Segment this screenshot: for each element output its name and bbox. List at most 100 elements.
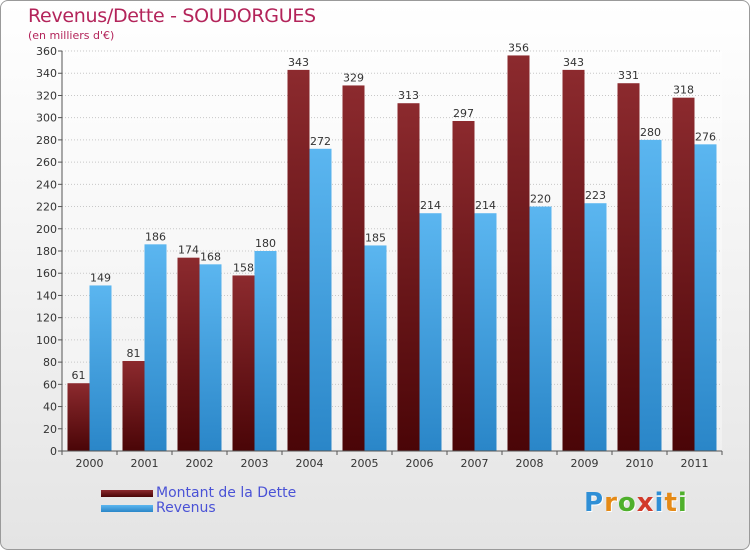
- data-label: 318: [673, 84, 694, 97]
- bar-dette: [672, 97, 695, 452]
- bars: [67, 55, 717, 452]
- y-tick-label: 340: [36, 67, 57, 80]
- logo-letter: i: [677, 488, 688, 518]
- x-tick-label: 2006: [406, 457, 434, 470]
- bar-revenus: [309, 148, 332, 451]
- x-tick-label: 2001: [131, 457, 159, 470]
- data-label: 313: [398, 89, 419, 102]
- proxiti-logo: Proxiti: [584, 488, 688, 518]
- x-tick-label: 2004: [296, 457, 324, 470]
- y-tick-label: 20: [43, 423, 57, 436]
- chart-subtitle: (en milliers d'€): [28, 29, 115, 42]
- bar-dette: [67, 383, 90, 451]
- bar-dette: [232, 275, 255, 451]
- x-tick-label: 2007: [461, 457, 489, 470]
- data-label: 356: [508, 41, 529, 54]
- x-axis: 2000 2001 2002 2003 2004 2005 2006 2007 2008 2009…: [61, 450, 723, 470]
- data-label: 297: [453, 107, 474, 120]
- y-axis: 0 20 40 60 80 100 120 140 160 180 200 220 240 260 280 3…: [36, 45, 63, 458]
- data-label: 329: [343, 71, 364, 84]
- logo-letter: i: [654, 488, 665, 518]
- y-tick-label: 300: [36, 112, 57, 125]
- logo-letter: P: [584, 488, 605, 518]
- bar-revenus: [199, 264, 222, 451]
- bar-dette: [507, 55, 530, 451]
- y-tick-label: 120: [36, 312, 57, 325]
- data-label: 185: [365, 231, 386, 244]
- data-label: 61: [72, 369, 86, 382]
- data-label: 276: [695, 130, 716, 143]
- bar-dette: [397, 103, 420, 451]
- x-tick-label: 2010: [626, 457, 654, 470]
- y-tick-label: 100: [36, 334, 57, 347]
- bar-dette: [617, 83, 640, 451]
- y-tick-label: 40: [43, 401, 57, 414]
- bar-dette: [287, 69, 310, 451]
- y-tick-label: 0: [50, 445, 57, 458]
- x-tick-label: 2000: [76, 457, 104, 470]
- logo-letter: r: [604, 488, 618, 518]
- bar-revenus: [474, 213, 497, 451]
- y-tick-label: 200: [36, 223, 57, 236]
- bar-dette: [452, 121, 475, 451]
- data-label: 81: [127, 347, 141, 360]
- bar-revenus: [89, 285, 112, 451]
- bar-dette: [562, 69, 585, 451]
- data-label: 149: [90, 271, 111, 284]
- logo-letter: o: [617, 488, 637, 518]
- y-tick-label: 240: [36, 178, 57, 191]
- data-label: 214: [420, 199, 441, 212]
- data-label: 186: [145, 230, 166, 243]
- y-tick-label: 180: [36, 245, 57, 258]
- data-label: 280: [640, 126, 661, 139]
- x-tick-label: 2008: [516, 457, 544, 470]
- data-label: 214: [475, 199, 496, 212]
- legend-swatch-revenus: [101, 505, 153, 512]
- bar-dette: [122, 361, 145, 451]
- bar-dette: [177, 257, 200, 451]
- y-tick-label: 160: [36, 267, 57, 280]
- y-tick-label: 140: [36, 289, 57, 302]
- bar-revenus: [254, 251, 277, 451]
- legend-label-dette: Montant de la Dette: [156, 485, 297, 501]
- data-label: 343: [288, 56, 309, 69]
- data-label: 272: [310, 135, 331, 148]
- data-label: 223: [585, 189, 606, 202]
- bar-revenus: [144, 244, 167, 451]
- y-tick-label: 220: [36, 201, 57, 214]
- bar-revenus: [694, 144, 717, 452]
- logo-letter: t: [664, 488, 678, 518]
- chart-title: Revenus/Dette - SOUDORGUES: [28, 5, 316, 27]
- bar-dette: [342, 85, 365, 451]
- legend-swatch-dette: [101, 490, 153, 497]
- data-label: 168: [200, 250, 221, 263]
- x-tick-label: 2005: [351, 457, 379, 470]
- y-tick-label: 60: [43, 378, 57, 391]
- bar-revenus: [529, 206, 552, 451]
- data-label: 331: [618, 69, 639, 82]
- grid-lines: [62, 50, 722, 452]
- y-tick-label: 80: [43, 356, 57, 369]
- y-tick-label: 360: [36, 45, 57, 58]
- data-label: 158: [233, 261, 254, 274]
- x-tick-label: 2003: [241, 457, 269, 470]
- data-label: 220: [530, 193, 551, 206]
- x-tick-label: 2002: [186, 457, 214, 470]
- y-tick-label: 260: [36, 156, 57, 169]
- y-tick-label: 320: [36, 89, 57, 102]
- legend-label-revenus: Revenus: [156, 500, 216, 516]
- data-label: 174: [178, 244, 199, 257]
- data-label: 343: [563, 56, 584, 69]
- x-tick-label: 2009: [571, 457, 599, 470]
- bar-revenus: [584, 203, 607, 451]
- bar-revenus: [639, 139, 662, 451]
- y-tick-label: 280: [36, 134, 57, 147]
- x-tick-label: 2011: [681, 457, 709, 470]
- bar-revenus: [419, 213, 442, 451]
- logo-letter: x: [636, 488, 655, 518]
- bar-revenus: [364, 245, 387, 451]
- data-label: 180: [255, 237, 276, 250]
